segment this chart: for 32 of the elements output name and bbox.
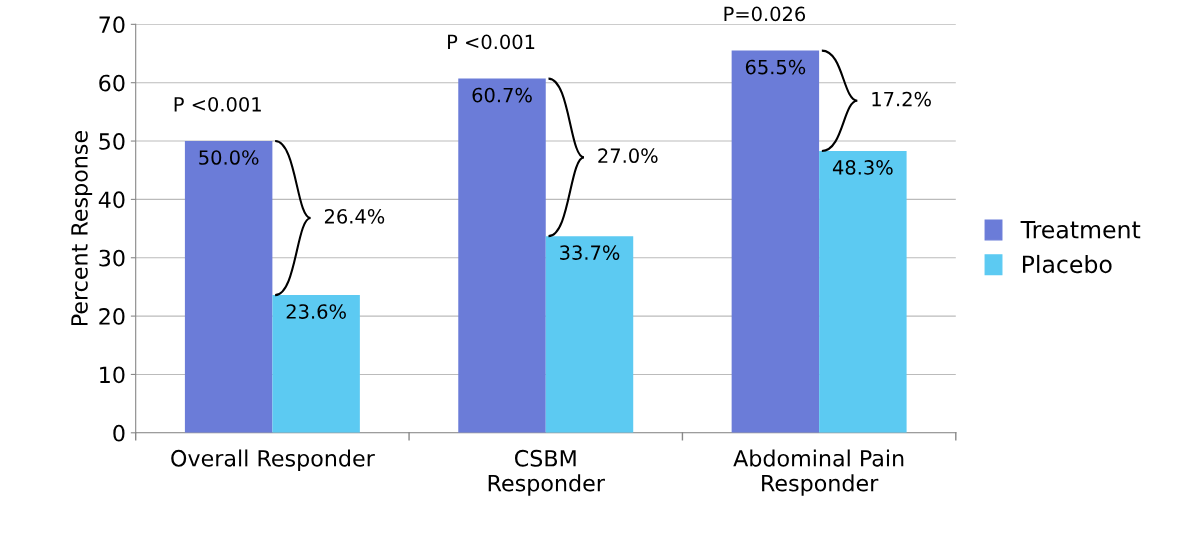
text: P=0.026 <box>724 6 806 22</box>
legend-label: Treatment <box>1020 220 1141 239</box>
data-label: 48.3% <box>832 160 893 175</box>
bar <box>731 50 820 433</box>
data-label: 65.5% <box>745 59 806 75</box>
y-tick-label: 40 <box>98 191 125 209</box>
y-axis-title: Percent Response <box>71 131 93 326</box>
bar <box>819 150 907 433</box>
bar <box>184 141 273 433</box>
data-label: 23.6% <box>286 304 346 319</box>
annotation: 27.0% <box>598 148 658 164</box>
x-tick-label: CSBM Responder <box>488 449 605 496</box>
y-tick-label: 20 <box>99 308 125 325</box>
bar <box>545 236 634 433</box>
data-label: 50.0% <box>199 150 259 165</box>
bar <box>272 295 360 433</box>
y-tick-label: 30 <box>99 249 125 267</box>
legend-label: Placebo <box>1022 254 1112 274</box>
annotation: 26.4% <box>324 209 385 224</box>
annotation: 17.2% <box>872 91 931 107</box>
data-label: 33.7% <box>560 245 620 260</box>
y-tick-label: 10 <box>100 366 125 384</box>
annotation: P <0.001 <box>174 96 261 112</box>
y-tick-label: 0 <box>113 424 125 442</box>
x-tick-label: Abdominal Pain Responder <box>733 449 904 496</box>
data-label: 60.7% <box>472 87 532 103</box>
y-tick-label: 50 <box>99 133 125 150</box>
bar <box>458 78 546 433</box>
y-tick-label: 70 <box>99 16 125 34</box>
y-tick-label: 60 <box>99 74 125 92</box>
annotation: P <0.001 <box>448 34 535 50</box>
x-tick-label: Overall Responder <box>171 449 375 471</box>
